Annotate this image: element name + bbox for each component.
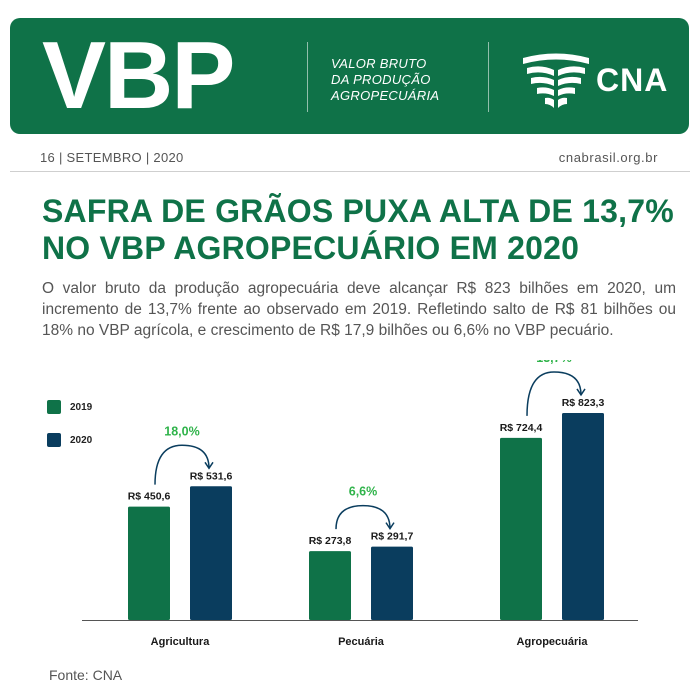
data-label: R$ 823,3	[562, 397, 605, 409]
legend-swatch-2019	[47, 400, 61, 414]
bar-2020-3	[562, 412, 604, 620]
header-banner: VBP VALOR BRUTO DA PRODUÇÃO AGROPECUÁRIA…	[10, 18, 689, 134]
headline-line: NO VBP AGROPECUÁRIO EM 2020	[42, 230, 580, 266]
headline-line: SAFRA DE GRÃOS PUXA ALTA DE 13,7%	[42, 193, 674, 229]
growth-arrow	[526, 371, 582, 416]
bar-2020-1	[190, 486, 232, 620]
data-label: R$ 450,6	[128, 491, 171, 503]
bar-chart: R$ 450,6 R$ 531,6 18,0% Agricultura R$ 273,8…	[82, 360, 638, 648]
growth-label: 13,7%	[536, 360, 571, 365]
data-label: R$ 724,4	[500, 422, 543, 434]
header-subtitle: VALOR BRUTO DA PRODUÇÃO AGROPECUÁRIA	[331, 56, 439, 104]
growth-arrow	[154, 444, 210, 485]
header-divider	[307, 42, 308, 112]
growth-label: 18,0%	[164, 424, 199, 438]
growth-arrow-head	[576, 388, 586, 397]
publication-date: 16 | SETEMBRO | 2020	[40, 150, 184, 165]
description-paragraph: O valor bruto da produção agropecuária d…	[42, 280, 676, 339]
category-label: Agropecuária	[517, 636, 589, 648]
data-label: R$ 291,7	[371, 531, 414, 543]
growth-arrow-head	[385, 522, 395, 530]
bar-2020-2	[371, 546, 413, 620]
header-subtitle-line: AGROPECUÁRIA	[331, 88, 440, 103]
divider	[10, 171, 690, 172]
bar-2019-1	[128, 506, 170, 620]
legend-label: 2020	[70, 434, 93, 446]
cna-brand: CNA	[596, 62, 669, 98]
dateline: 16 | SETEMBRO | 2020 cnabrasil.org.br	[40, 150, 658, 165]
cna-wheat-logo-icon	[523, 53, 589, 108]
legend-item-2019: 2019	[47, 400, 92, 414]
data-label: R$ 273,8	[309, 535, 352, 547]
bar-2019-3	[500, 437, 542, 620]
source-note: Fonte: CNA	[49, 667, 123, 683]
growth-label: 6,6%	[349, 485, 378, 499]
vbp-acronym: VBP	[42, 22, 235, 129]
header-subtitle-line: VALOR BRUTO	[331, 56, 427, 71]
website-link[interactable]: cnabrasil.org.br	[558, 150, 658, 165]
header-divider	[488, 42, 489, 112]
growth-arrow	[335, 504, 391, 530]
data-label: R$ 531,6	[190, 470, 233, 482]
headline: SAFRA DE GRÃOS PUXA ALTA DE 13,7% NO VBP…	[42, 193, 682, 267]
growth-arrow-head	[204, 461, 214, 470]
legend-swatch-2020	[47, 433, 61, 447]
bar-2019-2	[309, 551, 351, 620]
legend-label: 2019	[70, 401, 93, 413]
header-subtitle-line: DA PRODUÇÃO	[331, 72, 431, 87]
legend-item-2020: 2020	[47, 433, 92, 447]
category-label: Pecuária	[338, 636, 385, 648]
category-label: Agricultura	[151, 636, 211, 648]
